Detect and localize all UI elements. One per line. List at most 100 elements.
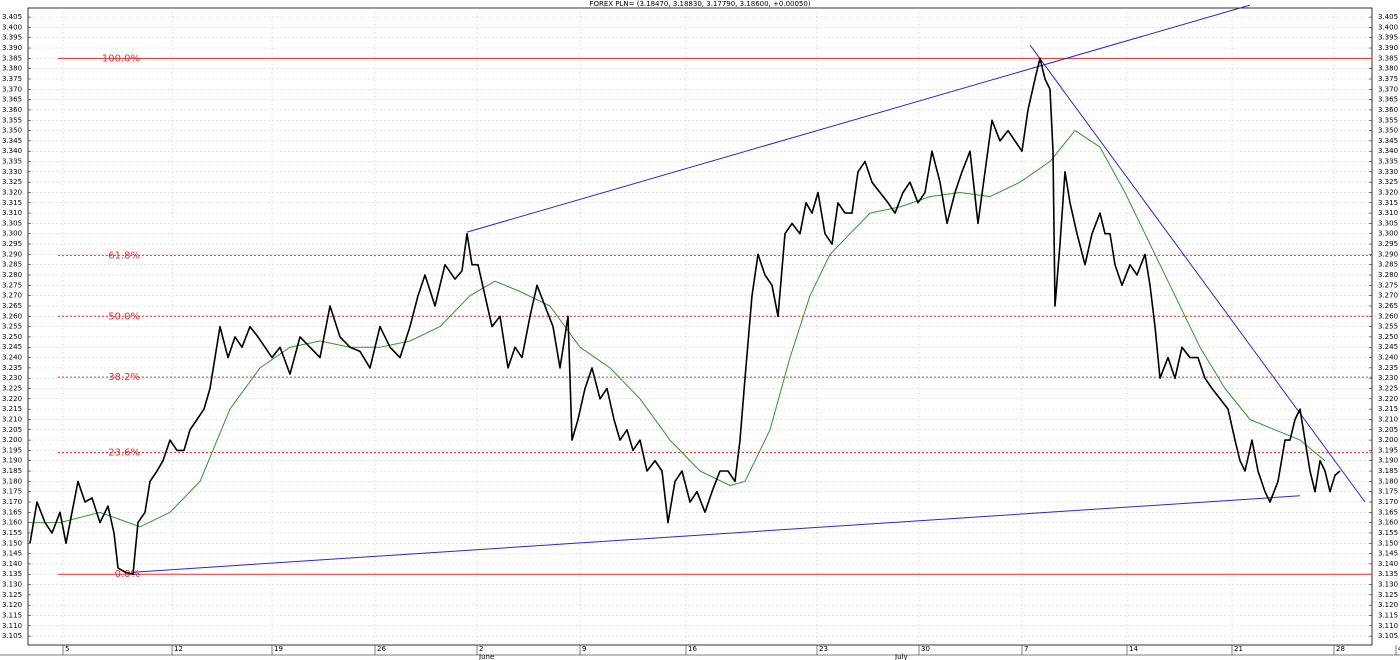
y-tick-label: 3.315 xyxy=(2,199,22,207)
y2-tick-label: 3.175 xyxy=(1378,488,1398,496)
y-tick-label: 3.405 xyxy=(2,13,22,21)
y-tick-label: 3.105 xyxy=(2,632,22,640)
moving-average-line xyxy=(30,130,1326,528)
y2-tick-label: 3.145 xyxy=(1378,550,1398,558)
y2-tick-label: 3.130 xyxy=(1378,581,1398,589)
x-tick-label: 16 xyxy=(688,645,697,653)
month-label: July xyxy=(894,653,908,660)
y2-tick-label: 3.335 xyxy=(1378,158,1398,166)
y-tick-label: 3.140 xyxy=(2,560,22,568)
y-tick-label: 3.185 xyxy=(2,467,22,475)
y-tick-label: 3.115 xyxy=(2,611,22,619)
y2-tick-label: 3.365 xyxy=(1378,96,1398,104)
y2-tick-label: 3.180 xyxy=(1378,477,1398,485)
y2-tick-label: 3.290 xyxy=(1378,250,1398,258)
y-tick-label: 3.145 xyxy=(2,550,22,558)
fib-label: 38.2% xyxy=(108,372,140,383)
y-tick-label: 3.330 xyxy=(2,168,22,176)
y2-tick-label: 3.115 xyxy=(1378,611,1398,619)
y2-tick-label: 3.395 xyxy=(1378,34,1398,42)
y2-tick-label: 3.105 xyxy=(1378,632,1398,640)
y-tick-label: 3.165 xyxy=(2,508,22,516)
y-tick-label: 3.170 xyxy=(2,498,22,506)
y-tick-label: 3.285 xyxy=(2,261,22,269)
y2-tick-label: 3.280 xyxy=(1378,271,1398,279)
y2-tick-label: 3.235 xyxy=(1378,364,1398,372)
y-tick-label: 3.255 xyxy=(2,323,22,331)
y-tick-label: 3.400 xyxy=(2,23,22,31)
y-tick-label: 3.360 xyxy=(2,106,22,114)
y-tick-label: 3.265 xyxy=(2,302,22,310)
y-tick-label: 3.295 xyxy=(2,240,22,248)
y-tick-label: 3.280 xyxy=(2,271,22,279)
y-tick-label: 3.355 xyxy=(2,116,22,124)
y2-tick-label: 3.320 xyxy=(1378,188,1398,196)
y-tick-label: 3.350 xyxy=(2,127,22,135)
y2-tick-label: 3.140 xyxy=(1378,560,1398,568)
y-tick-label: 3.230 xyxy=(2,374,22,382)
y-tick-label: 3.380 xyxy=(2,65,22,73)
y-tick-label: 3.320 xyxy=(2,188,22,196)
x-tick-label: 14 xyxy=(1129,645,1138,653)
y-tick-label: 3.235 xyxy=(2,364,22,372)
y-tick-label: 3.155 xyxy=(2,529,22,537)
y2-tick-label: 3.110 xyxy=(1378,622,1398,630)
y-tick-label: 3.270 xyxy=(2,292,22,300)
y-tick-label: 3.200 xyxy=(2,436,22,444)
chart-title: FOREX PLN= (3.18470, 3.18830, 3.17790, 3… xyxy=(589,0,810,8)
price-line xyxy=(29,57,1341,575)
y2-tick-label: 3.275 xyxy=(1378,281,1398,289)
y-tick-label: 3.175 xyxy=(2,488,22,496)
y-tick-label: 3.260 xyxy=(2,312,22,320)
y2-tick-label: 3.160 xyxy=(1378,519,1398,527)
y-tick-label: 3.135 xyxy=(2,570,22,578)
y2-tick-label: 3.295 xyxy=(1378,240,1398,248)
y-tick-label: 3.190 xyxy=(2,457,22,465)
y2-tick-label: 3.390 xyxy=(1378,44,1398,52)
y2-tick-label: 3.345 xyxy=(1378,137,1398,145)
y2-tick-label: 3.185 xyxy=(1378,467,1398,475)
y2-tick-label: 3.305 xyxy=(1378,219,1398,227)
y2-tick-label: 3.315 xyxy=(1378,199,1398,207)
y-tick-label: 3.325 xyxy=(2,178,22,186)
y2-tick-label: 3.245 xyxy=(1378,343,1398,351)
fib-label: 61.8% xyxy=(108,250,140,261)
x-tick-label: 12 xyxy=(174,645,183,653)
x-tick-label: 23 xyxy=(819,645,828,653)
y2-tick-label: 3.205 xyxy=(1378,426,1398,434)
fib-label: 50.0% xyxy=(108,311,140,322)
y2-tick-label: 3.135 xyxy=(1378,570,1398,578)
x-tick-label: 7 xyxy=(1024,645,1028,653)
y-tick-label: 3.110 xyxy=(2,622,22,630)
y-tick-label: 3.365 xyxy=(2,96,22,104)
y-tick-label: 3.195 xyxy=(2,446,22,454)
y-tick-label: 3.300 xyxy=(2,230,22,238)
y-tick-label: 3.215 xyxy=(2,405,22,413)
y2-tick-label: 3.250 xyxy=(1378,333,1398,341)
x-tick-label: 30 xyxy=(921,645,930,653)
month-label: June xyxy=(478,653,494,660)
y-tick-label: 3.385 xyxy=(2,54,22,62)
y2-tick-label: 3.300 xyxy=(1378,230,1398,238)
y2-tick-label: 3.230 xyxy=(1378,374,1398,382)
trendline xyxy=(466,4,1251,233)
y-tick-label: 3.125 xyxy=(2,591,22,599)
y2-tick-label: 3.350 xyxy=(1378,127,1398,135)
y2-tick-label: 3.195 xyxy=(1378,446,1398,454)
x-tick-label: 19 xyxy=(274,645,283,653)
y2-tick-label: 3.330 xyxy=(1378,168,1398,176)
y2-tick-label: 3.215 xyxy=(1378,405,1398,413)
y-tick-label: 3.210 xyxy=(2,415,22,423)
y-tick-label: 3.290 xyxy=(2,250,22,258)
y-tick-label: 3.395 xyxy=(2,34,22,42)
y2-tick-label: 3.340 xyxy=(1378,147,1398,155)
y2-tick-label: 3.385 xyxy=(1378,54,1398,62)
y2-tick-label: 3.380 xyxy=(1378,65,1398,73)
y2-tick-label: 3.240 xyxy=(1378,354,1398,362)
y2-tick-label: 3.210 xyxy=(1378,415,1398,423)
y2-tick-label: 3.310 xyxy=(1378,209,1398,217)
fib-label: 0.0% xyxy=(115,569,140,580)
y2-tick-label: 3.190 xyxy=(1378,457,1398,465)
y2-tick-label: 3.360 xyxy=(1378,106,1398,114)
y-tick-label: 3.310 xyxy=(2,209,22,217)
